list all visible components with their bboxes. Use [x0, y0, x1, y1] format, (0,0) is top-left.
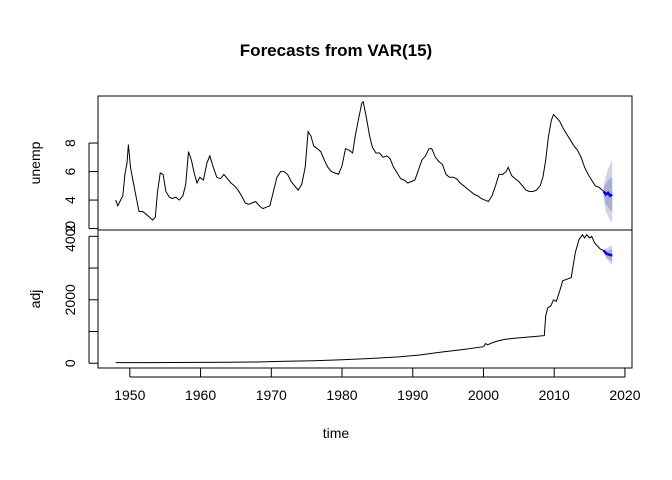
time-x-axis: 1950 1960 1970 1980 1990 2000 2010 2020 [114, 368, 641, 403]
adj-axis-label: adj [27, 290, 43, 309]
x-tick-label: 1950 [114, 387, 145, 403]
adj-forecast-line [602, 249, 613, 257]
unemp-y-tick-label: 8 [62, 139, 78, 147]
adj-panel: 0 2000 4000 adj [27, 221, 633, 369]
adj-y-tick-label: 0 [62, 359, 78, 367]
x-axis-label: time [323, 425, 350, 441]
adj-lines [115, 233, 613, 364]
x-tick-label: 2000 [468, 387, 499, 403]
x-tick-label: 1960 [185, 387, 216, 403]
unemp-y-tick-label: 4 [62, 196, 78, 204]
unemp-y-tick-label: 2 [62, 224, 78, 232]
adj-history-line [115, 233, 604, 364]
unemp-axis-label: unemp [27, 141, 43, 184]
unemp-history-line [115, 100, 605, 221]
adj-y-axis: 0 2000 4000 [62, 221, 98, 367]
x-tick-label: 1980 [326, 387, 357, 403]
x-tick-label: 1990 [397, 387, 428, 403]
unemp-lines [115, 100, 613, 221]
chart-title: Forecasts from VAR(15) [240, 41, 432, 60]
adj-panel-frame [97, 229, 633, 369]
adj-y-tick-label: 4000 [62, 221, 78, 252]
unemp-panel: 2 4 6 8 unemp [27, 95, 633, 232]
x-tick-label: 2010 [539, 387, 570, 403]
x-tick-label: 2020 [609, 387, 640, 403]
unemp-y-axis: 2 4 6 8 [62, 139, 98, 232]
unemp-panel-frame [97, 95, 633, 231]
unemp-y-tick-label: 6 [62, 167, 78, 175]
x-tick-label: 1970 [256, 387, 287, 403]
adj-y-tick-label: 2000 [62, 284, 78, 315]
unemp-forecast-line [602, 190, 613, 198]
